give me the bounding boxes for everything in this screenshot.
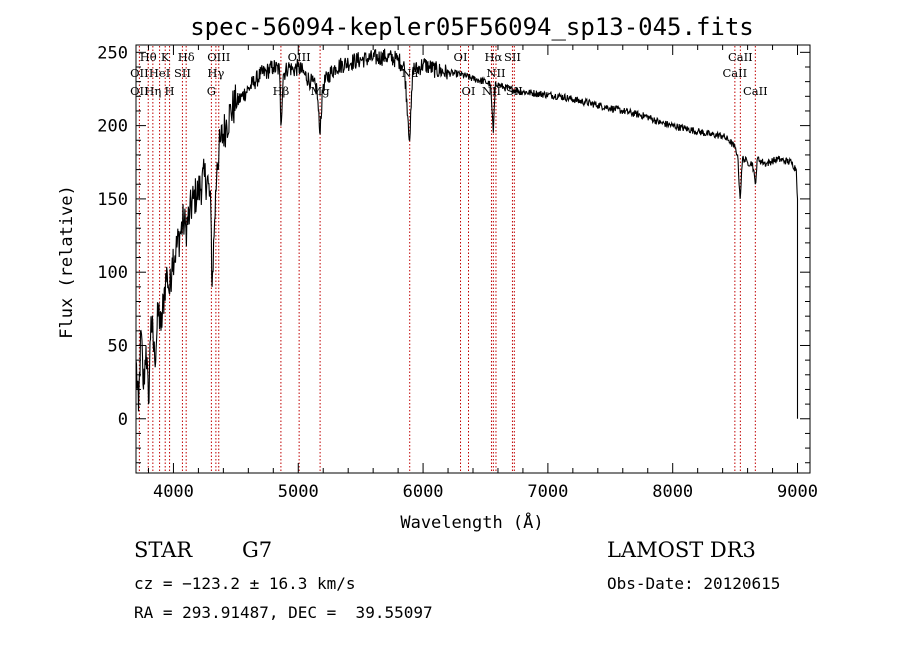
line-marker-label: Hγ [207,66,224,80]
class-label: STAR [134,538,193,562]
line-marker-label: Hθ [140,50,157,64]
x-tick-label: 9000 [777,482,818,502]
line-markers [138,46,756,472]
line-marker-label: CaII [722,66,747,80]
line-marker-label: CaII [743,84,768,98]
plot-frame [135,44,811,474]
line-marker-label: OIII [207,50,230,64]
line-marker-label: K [161,50,170,64]
subclass-label: G7 [242,538,273,562]
y-tick-label: 200 [97,117,128,137]
line-marker-label: Hδ [178,50,195,64]
line-marker-label: SII [504,50,521,64]
x-axis-label: Wavelength (Å) [400,511,543,533]
y-axis-label: Flux (relative) [57,185,77,339]
line-marker-label: OIII [288,50,311,64]
line-marker-label: OI [454,50,468,64]
line-marker-label: NII [486,66,505,80]
x-tick-label: 4000 [153,482,194,502]
y-tick-label: 0 [118,410,128,430]
line-marker-label: CaII [728,50,753,64]
line-marker-label: Hα [484,50,502,64]
x-tick-label: 8000 [652,482,693,502]
coordinates-readout: RA = 293.91487, DEC = 39.55097 [134,603,433,622]
spectrum-line [135,48,799,419]
line-marker-label: HeI [149,66,170,80]
survey-label: LAMOST DR3 [607,538,756,562]
line-marker-label: G [207,84,216,98]
x-tick-label: 5000 [278,482,319,502]
line-marker-label: OII [130,84,149,98]
line-marker-label: Mg [311,84,331,98]
line-marker-label: SII [174,66,191,80]
y-tick-label: 100 [97,263,128,283]
redshift-readout: cz = −123.2 ± 16.3 km/s [134,574,356,593]
axis-ticks: 4000 5000 6000 7000 8000 9000 0 50 100 150 200 250 [97,43,818,502]
chart-title: spec-56094-kepler05F56094_sp13-045.fits [190,13,754,41]
line-marker-label: Hη [144,84,161,98]
obs-date-readout: Obs-Date: 20120615 [607,574,781,593]
line-marker-label: H [165,84,175,98]
y-tick-label: 250 [97,43,128,63]
line-marker-label: Hβ [273,84,290,98]
line-marker-label: OI [462,84,476,98]
x-tick-label: 7000 [527,482,568,502]
x-tick-label: 6000 [403,482,444,502]
line-marker-label: OII [130,66,149,80]
y-tick-label: 50 [108,336,128,356]
y-tick-label: 150 [97,190,128,210]
